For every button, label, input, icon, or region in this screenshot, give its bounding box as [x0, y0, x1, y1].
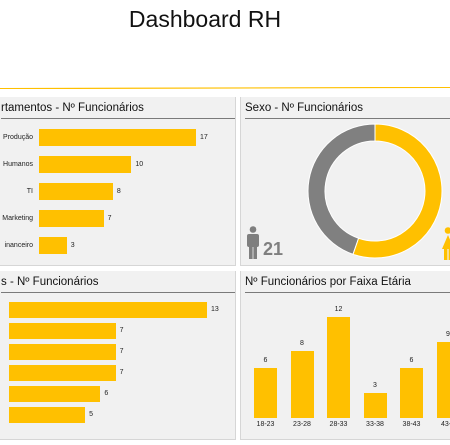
category-label: Produção [3, 134, 33, 141]
value-label: 17 [200, 134, 208, 141]
bar [39, 156, 132, 173]
bar [254, 367, 277, 418]
value-label: 3 [70, 242, 75, 249]
category-label: TI [26, 188, 33, 195]
value-label: 6 [263, 356, 268, 364]
male-person-icon [247, 226, 259, 259]
category-label: inanceiro [4, 242, 33, 249]
value-label: 7 [119, 369, 124, 376]
category-label: Humanos [3, 161, 33, 168]
value-label: 6 [104, 390, 109, 397]
bar [363, 392, 387, 418]
donut-slice [352, 123, 443, 259]
panel-departamentos: rtamentos - Nº Funcionários Produção 17 Hu… [0, 97, 236, 266]
category-label: 28-33 [329, 421, 348, 428]
value-label: 6 [409, 356, 414, 364]
bar [436, 342, 450, 418]
category-label: 23-28 [293, 421, 311, 428]
value-label: 5 [89, 411, 94, 418]
value-label: 7 [119, 327, 124, 334]
panel-title: Nº Funcionários por Faixa Etária [245, 276, 411, 288]
panel-faixa-etaria: Nº Funcionários por Faixa Etária 6 18-23 8… [240, 271, 450, 440]
bar [9, 302, 207, 318]
page-title: Dashboard RH [128, 6, 282, 32]
bar [39, 237, 67, 254]
category-label: 18-23 [256, 421, 275, 428]
category-label: 33-38 [366, 421, 384, 428]
panel-cargos: s - Nº Funcionários 13 7 7 7 6 5 [0, 271, 236, 440]
value-label: 7 [119, 348, 124, 355]
category-label: Marketing [2, 215, 33, 222]
sexo-donut-chart [307, 123, 443, 259]
panel-title: Sexo - Nº Funcionários [245, 102, 363, 114]
panel-sexo: Sexo - Nº Funcionários 21 [240, 97, 450, 266]
value-label: 7 [107, 215, 112, 222]
title-underline [245, 292, 450, 293]
female-person-icon [442, 227, 450, 260]
bar [39, 210, 104, 227]
bar [400, 367, 423, 418]
header-divider [0, 87, 450, 89]
bar [327, 317, 350, 418]
value-label: 13 [211, 306, 219, 313]
value-label: 8 [116, 188, 121, 195]
value-label: 9 [446, 331, 450, 339]
category-label: 43-4 [440, 421, 450, 428]
value-label: 12 [334, 306, 343, 313]
bar [9, 386, 101, 402]
bar [9, 365, 116, 381]
title-underline [245, 118, 450, 119]
title-underline [1, 118, 235, 119]
male-count: 21 [263, 239, 284, 259]
title-underline [1, 292, 235, 293]
bar [9, 407, 86, 423]
value-label: 8 [300, 339, 304, 347]
bar [290, 350, 314, 418]
value-label: 3 [373, 381, 377, 389]
panel-title: s - Nº Funcionários [1, 276, 99, 288]
bar [39, 183, 113, 200]
value-label: 10 [135, 161, 144, 168]
category-label: 38-43 [402, 421, 421, 428]
bar [9, 344, 116, 360]
panel-title: rtamentos - Nº Funcionários [1, 102, 144, 114]
bar [39, 129, 196, 146]
bar [9, 323, 116, 339]
